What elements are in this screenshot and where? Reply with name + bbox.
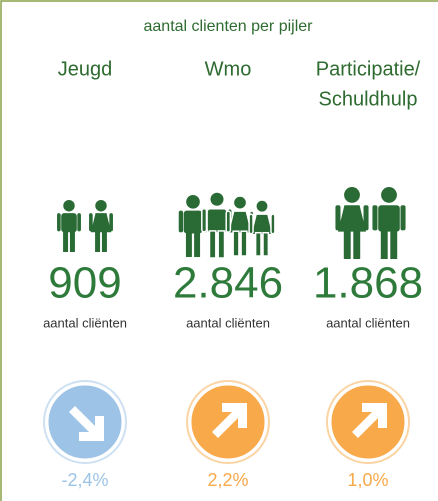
person-leg	[353, 229, 361, 259]
person-body	[378, 205, 400, 232]
trend-ring	[186, 380, 270, 464]
person-leg	[343, 229, 351, 259]
title: aantal clienten per pijler	[144, 18, 314, 35]
person-arm	[270, 213, 276, 235]
person-arm	[201, 207, 208, 233]
column-name: Wmo	[205, 58, 252, 80]
trend-arrow-shape	[69, 406, 104, 441]
person-arm	[335, 205, 341, 231]
trend-ring	[43, 380, 127, 464]
column-name: Jeugd	[58, 58, 113, 80]
column-name: Schuldhulp	[319, 88, 418, 110]
person-head	[344, 187, 360, 203]
person-leg	[262, 231, 270, 257]
person-icon	[57, 200, 81, 252]
person-body	[183, 210, 203, 234]
person-arm	[225, 210, 232, 233]
person-head	[63, 200, 75, 212]
trend-change: 1,0%	[347, 470, 388, 490]
client-label: aantal cliënten	[186, 315, 270, 330]
person-body	[206, 207, 228, 234]
person-arm	[77, 213, 81, 232]
client-label: aantal cliënten	[326, 315, 410, 330]
trend-arrow	[69, 406, 104, 441]
trend-change: -2,4%	[61, 470, 108, 490]
person-arm	[372, 205, 378, 231]
person-arm	[89, 213, 93, 232]
person-icon	[248, 199, 276, 257]
person-leg	[217, 230, 226, 259]
person-leg	[208, 230, 217, 259]
client-count: 909	[48, 259, 121, 308]
person-arm	[363, 205, 369, 231]
person-head	[186, 195, 200, 209]
trend-ring	[326, 380, 410, 464]
person-leg	[380, 229, 388, 259]
person-leg	[194, 231, 201, 257]
person-arm	[178, 210, 184, 233]
client-label: aantal cliënten	[43, 315, 127, 330]
person-head	[232, 195, 248, 210]
person-leg	[232, 230, 240, 257]
person-icon	[89, 200, 113, 252]
person-icon	[225, 195, 255, 257]
person-head	[208, 191, 226, 208]
person-leg	[390, 229, 398, 259]
trend-arrow-shape	[352, 403, 387, 438]
person-leg	[69, 230, 75, 252]
person-leg	[185, 231, 192, 257]
person-icon	[335, 187, 369, 259]
person-icon	[372, 187, 406, 259]
person-leg	[240, 230, 248, 257]
person-leg	[101, 230, 107, 252]
client-count: 1.868	[313, 259, 423, 308]
person-arm	[248, 213, 254, 235]
person-leg	[254, 231, 262, 257]
person-arm	[57, 213, 61, 232]
person-arm	[400, 205, 406, 231]
trend-arrow	[352, 403, 387, 438]
person-head	[381, 187, 397, 203]
trend-change: 2,2%	[207, 470, 248, 490]
column-name: Participatie/	[316, 58, 421, 80]
person-body	[90, 213, 112, 233]
trend-arrow-shape	[212, 403, 247, 438]
person-icon	[178, 195, 208, 257]
person-leg	[63, 230, 69, 252]
trend-arrow	[212, 403, 247, 438]
person-head	[95, 200, 107, 212]
client-count: 2.846	[173, 259, 283, 308]
person-arm	[109, 213, 113, 232]
person-body	[337, 205, 367, 232]
person-body	[61, 213, 77, 233]
person-head	[255, 199, 269, 214]
person-leg	[95, 230, 101, 252]
icons	[57, 187, 406, 259]
